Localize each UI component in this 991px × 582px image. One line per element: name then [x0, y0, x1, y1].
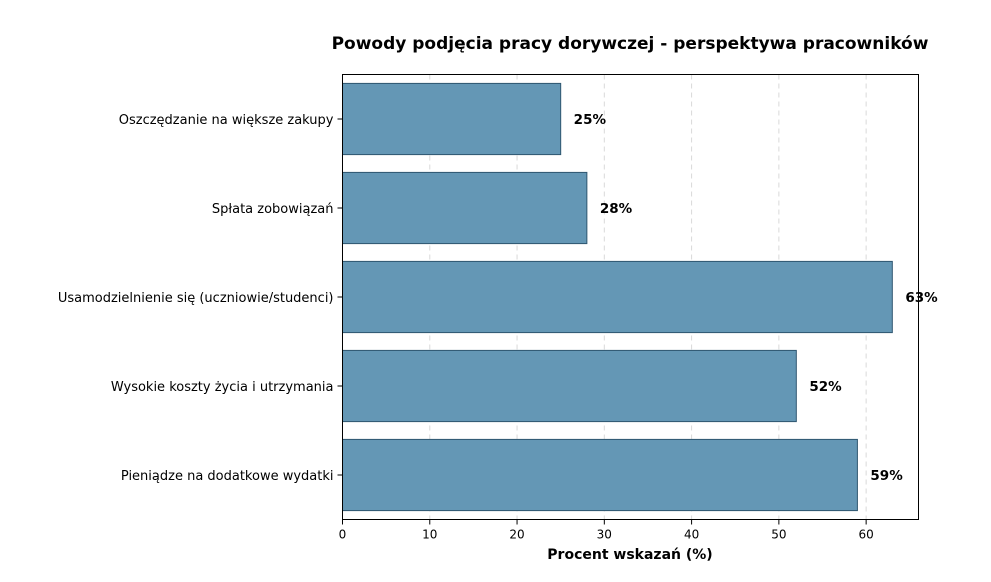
- bar: [342, 260, 893, 334]
- x-tick-label: 10: [422, 528, 437, 542]
- data-label: 25%: [574, 112, 607, 128]
- x-tick-label: 50: [771, 528, 786, 542]
- x-tick-label: 20: [509, 528, 524, 542]
- x-tick-label: 60: [858, 528, 873, 542]
- bars: 25% 28% 63% 52% 59%: [342, 82, 938, 512]
- bar: [342, 171, 588, 245]
- data-label: 52%: [809, 379, 842, 395]
- data-label: 63%: [905, 290, 938, 306]
- data-label: 59%: [870, 468, 903, 484]
- x-axis-ticks: 0 10 20 30 40 50 60: [339, 519, 874, 542]
- x-tick-label: 0: [339, 528, 347, 542]
- y-tick-label: Spłata zobowiązań: [212, 202, 334, 217]
- bar: [342, 82, 562, 156]
- y-axis-ticks: Oszczędzanie na większe zakupy Spłata zob…: [58, 113, 343, 484]
- y-tick-label: Pieniądze na dodatkowe wydatki: [121, 469, 334, 484]
- x-tick-label: 30: [597, 528, 612, 542]
- bar: [342, 349, 797, 423]
- bar: [342, 438, 858, 512]
- y-tick-label: Wysokie koszty życia i utrzymania: [111, 380, 334, 395]
- chart-title: Powody podjęcia pracy dorywczej - perspe…: [332, 34, 929, 54]
- y-tick-label: Usamodzielnienie się (uczniowie/studenci…: [58, 291, 334, 306]
- x-axis-label: Procent wskazań (%): [547, 547, 712, 563]
- x-tick-label: 40: [684, 528, 699, 542]
- y-tick-label: Oszczędzanie na większe zakupy: [119, 113, 334, 128]
- data-label: 28%: [600, 201, 633, 217]
